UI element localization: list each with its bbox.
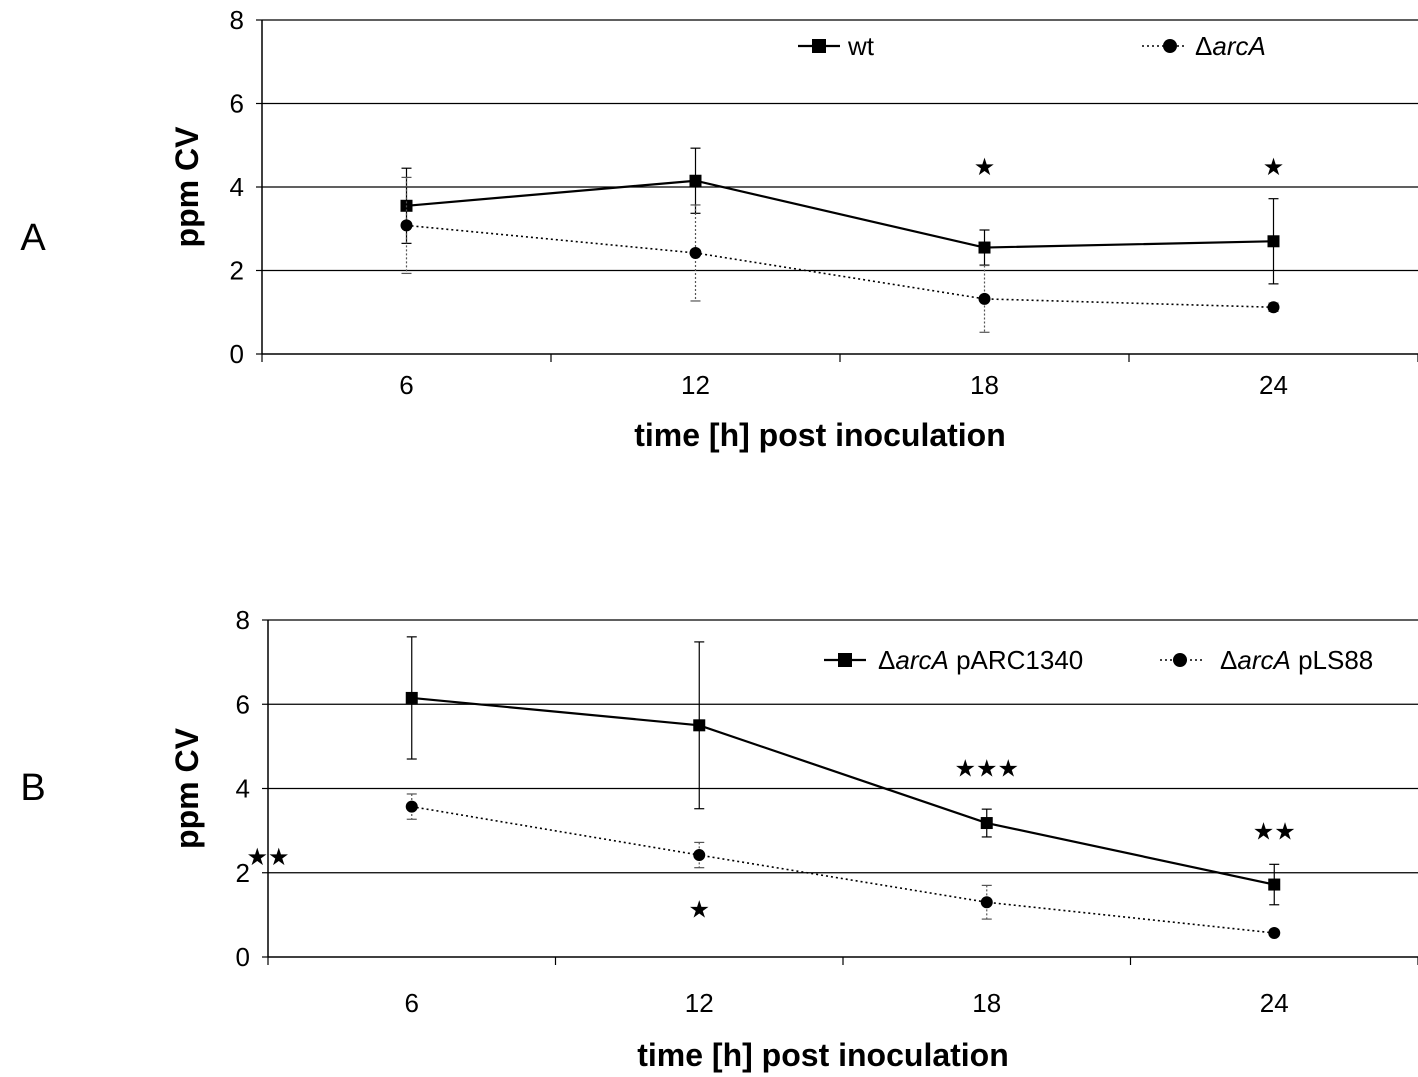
- panel-a-x-tick-label: 24: [1259, 370, 1288, 400]
- panel-a-series-2-point: [689, 246, 702, 259]
- panel-a-series-1-point: [689, 174, 702, 187]
- panel-b-series-2-point: [1268, 926, 1281, 939]
- panel-a-x-tick-label: 6: [399, 370, 413, 400]
- legend-label-gene: arcA: [895, 645, 948, 675]
- legend-label-gene: arcA: [1212, 31, 1265, 61]
- panel-a-x-axis-title: time [h] post inoculation: [634, 417, 1006, 453]
- panel-a-series-2-point: [1267, 301, 1280, 314]
- panel-a-x-tick-label: 12: [681, 370, 710, 400]
- legend-label-gene: arcA: [1237, 645, 1290, 675]
- panel-b-significance-marker: ★: [688, 896, 710, 924]
- panel-b-series-1-point: [693, 719, 706, 732]
- legend-label-prefix: Δ: [1220, 645, 1237, 675]
- panel-b-significance-marker: ★★: [1253, 818, 1296, 846]
- panel-b-series-1-point: [1268, 878, 1281, 891]
- panel-a-series-2-line: [406, 224, 1274, 309]
- panel-b-series-2-line: [411, 805, 1275, 934]
- panel-b-x-axis-title: time [h] post inoculation: [637, 1037, 1009, 1073]
- panel-b-x-tick-label: 6: [405, 988, 419, 1018]
- legend-label-prefix: Δ: [1195, 31, 1212, 61]
- panel-a-series-1-line: [406, 179, 1274, 249]
- legend-marker: [838, 653, 852, 667]
- panel-b-y-tick-label: 2: [236, 858, 250, 888]
- panel-b-significance-marker: ★★: [246, 843, 289, 871]
- panel-b-legend-entry-2: ΔarcA pLS88: [1160, 645, 1373, 675]
- legend-label-prefix: Δ: [878, 645, 895, 675]
- legend-label: ΔarcA pLS88: [1220, 645, 1373, 675]
- panel-b-series-2-point: [405, 800, 418, 813]
- legend-marker: [812, 39, 826, 53]
- panel-b-y-tick-label: 8: [236, 605, 250, 635]
- legend-marker: [1173, 653, 1187, 667]
- panel-a-significance-marker: ★: [1263, 153, 1285, 181]
- legend-label: ΔarcA pARC1340: [878, 645, 1083, 675]
- panel-a-significance-marker: ★: [974, 153, 996, 181]
- panel-a-y-tick-label: 4: [230, 172, 244, 202]
- panel-a-series-2-point: [978, 292, 991, 305]
- legend-label-suffix: pLS88: [1291, 645, 1373, 675]
- panel-a-legend-entry-2: ΔarcA: [1142, 31, 1266, 61]
- panel-a-series-1-point: [978, 241, 991, 254]
- panel-a-legend-entry-1: wt: [798, 31, 875, 61]
- panel-b-y-tick-label: 4: [236, 774, 250, 804]
- legend-label-suffix: wt: [847, 31, 875, 61]
- legend-marker: [1163, 39, 1177, 53]
- panel-a-y-axis-title: ppm CV: [169, 126, 205, 248]
- panel-a-label: A: [20, 217, 46, 259]
- panel-b-y-axis-title: ppm CV: [169, 727, 205, 849]
- panel-a-y-tick-label: 8: [230, 5, 244, 35]
- panel-a-series-1-point: [1267, 235, 1280, 248]
- panel-b-x-tick-label: 12: [685, 988, 714, 1018]
- panel-a-x-tick-label: 18: [970, 370, 999, 400]
- panel-a-y-tick-label: 6: [230, 89, 244, 119]
- legend-label: ΔarcA: [1195, 31, 1266, 61]
- panel-b-y-tick-label: 6: [236, 689, 250, 719]
- panel-b-label: B: [20, 767, 45, 809]
- panel-a-y-tick-label: 2: [230, 256, 244, 286]
- panel-b-x-tick-label: 18: [972, 988, 1001, 1018]
- legend-label-suffix: pARC1340: [949, 645, 1083, 675]
- panel-b-series-2-point: [693, 849, 706, 862]
- panel-a-series-2-point: [400, 219, 413, 232]
- panel-b-significance-marker: ★★★: [954, 754, 1019, 782]
- panel-b-series-2-point: [980, 896, 993, 909]
- panel-b-x-tick-label: 24: [1260, 988, 1289, 1018]
- legend-label: wt: [847, 31, 875, 61]
- panel-b-series-1-point: [980, 817, 993, 830]
- panel-b-legend-entry-1: ΔarcA pARC1340: [824, 645, 1083, 675]
- panel-b-y-tick-label: 0: [236, 942, 250, 972]
- panel-a-y-tick-label: 0: [230, 339, 244, 369]
- panel-b-series-1-line: [411, 696, 1275, 886]
- panel-b-series-1-point: [405, 691, 418, 704]
